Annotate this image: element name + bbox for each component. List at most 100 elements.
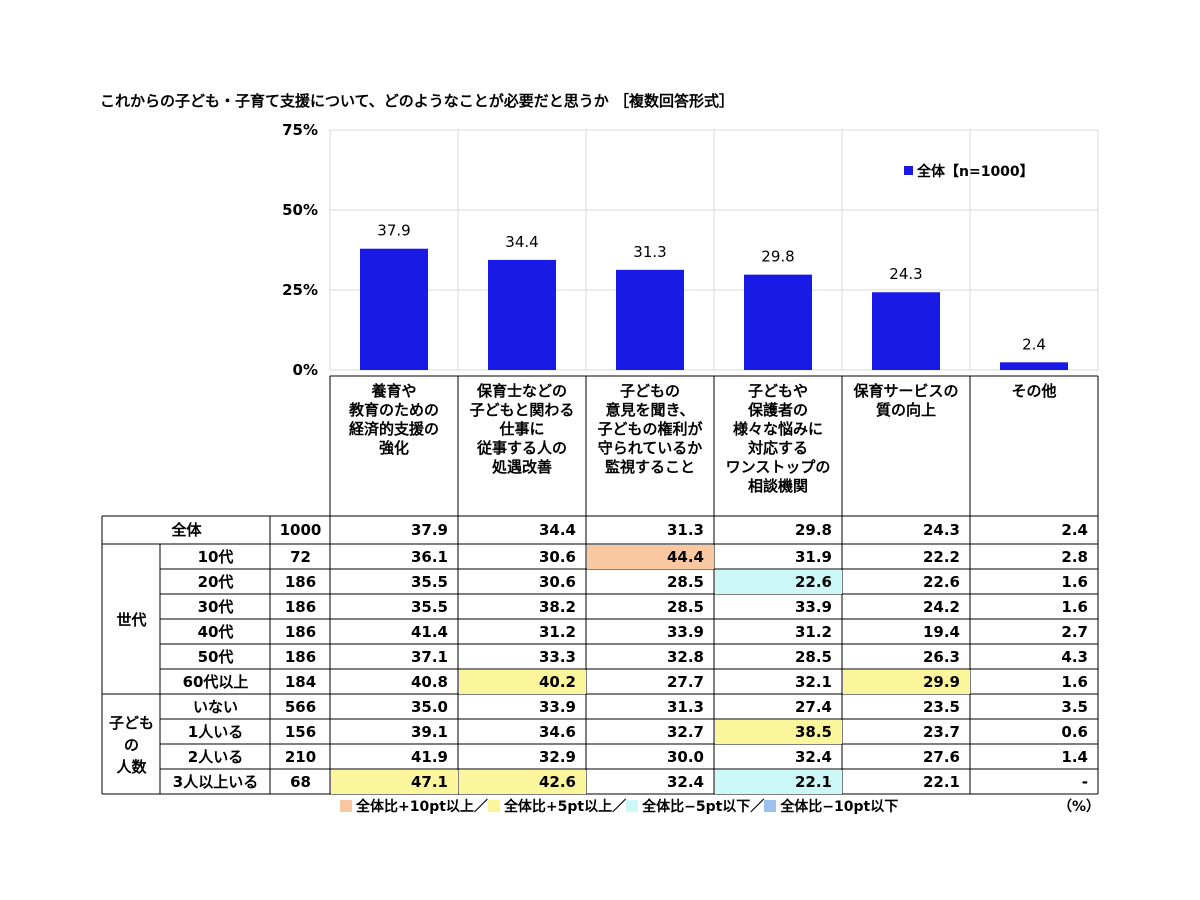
table-cell: 22.1 — [715, 770, 842, 794]
unit-label: （%） — [1057, 799, 1100, 815]
table-cell: 37.1 — [410, 648, 448, 666]
row-label: 50代 — [197, 648, 234, 666]
data-label: 29.8 — [761, 248, 794, 266]
table-cell: 35.5 — [410, 598, 448, 616]
table-cell: 22.6 — [922, 573, 960, 591]
row-label: 2人いる — [187, 748, 244, 766]
row-sample-size: 72 — [290, 548, 311, 566]
table-cell: 33.9 — [794, 598, 832, 616]
table-cell: 33.9 — [666, 623, 704, 641]
legend-label: 全体【n=1000】 — [916, 163, 1034, 180]
y-tick-label: 0% — [293, 361, 318, 379]
table-cell: 28.5 — [794, 648, 832, 666]
legend-swatch — [904, 166, 913, 175]
legend-swatch — [340, 800, 352, 812]
column-header: 子どもの 意見を聞き、 子どもの権利が 守られているか 監視すること — [597, 382, 703, 476]
table-cell: 33.9 — [538, 698, 576, 716]
row-label: 20代 — [197, 573, 234, 591]
row-sample-size: 186 — [284, 598, 317, 616]
group-label-children: 子どもの人数 — [108, 713, 154, 776]
legend-item-label: 全体比−5pt以下／ — [642, 799, 765, 815]
legend-item-label: 全体比−10pt以下 — [780, 799, 899, 815]
chart-title: これからの子ども・子育て支援について、どのようなことが必要だと思うか ［複数回答… — [100, 92, 735, 110]
table-cell: 32.8 — [666, 648, 704, 666]
row-sample-size: 566 — [284, 698, 317, 716]
table-cell: 24.3 — [922, 521, 960, 539]
row-label: 30代 — [197, 598, 234, 616]
table-cell: 29.8 — [794, 521, 832, 539]
table-cell: 0.6 — [1061, 723, 1088, 741]
column-header: 養育や 教育のための 経済的支援の 強化 — [348, 382, 439, 457]
table-cell: 31.2 — [538, 623, 576, 641]
row-sample-size: 184 — [284, 673, 317, 691]
table-cell: 1.6 — [1061, 573, 1088, 591]
row-sample-size: 1000 — [279, 521, 322, 539]
table-cell: 1.6 — [1061, 598, 1088, 616]
table-cell: 32.9 — [538, 748, 576, 766]
bar — [744, 274, 812, 370]
table-cell: 35.0 — [410, 698, 448, 716]
table-cell: 4.3 — [1061, 648, 1088, 666]
bar — [488, 259, 556, 370]
table-cell: 27.6 — [922, 748, 960, 766]
data-label: 2.4 — [1022, 335, 1046, 353]
table-cell: 41.9 — [410, 748, 448, 766]
bar — [872, 292, 940, 370]
y-tick-label: 25% — [282, 281, 318, 299]
column-header: 保育士などの 子どもと関わる 仕事に 従事する人の 処遇改善 — [469, 382, 575, 476]
table-cell: 38.5 — [715, 720, 842, 744]
table-cell: 39.1 — [410, 723, 448, 741]
data-label: 37.9 — [377, 222, 410, 240]
row-label: 3人以上いる — [172, 773, 259, 791]
table-cell: 31.3 — [666, 521, 704, 539]
column-header: その他 — [1011, 382, 1057, 400]
data-label: 24.3 — [889, 265, 922, 283]
highlight-legend: 全体比+10pt以上／ 全体比+5pt以上／ 全体比−5pt以下／ 全体比−10pt以… — [340, 796, 898, 816]
table-cell: 32.4 — [794, 748, 832, 766]
legend-swatch — [487, 800, 500, 812]
data-label: 31.3 — [633, 243, 666, 261]
table-cell: 31.3 — [666, 698, 704, 716]
table-cell: - — [1081, 773, 1088, 791]
table-cell: 19.4 — [922, 623, 960, 641]
y-tick-label: 75% — [282, 121, 318, 139]
table-cell: 3.5 — [1061, 698, 1088, 716]
table-cell: 27.7 — [666, 673, 704, 691]
table-cell: 38.2 — [538, 598, 576, 616]
table-cell: 1.6 — [1061, 673, 1088, 691]
table-cell: 32.4 — [666, 773, 704, 791]
table-cell: 30.6 — [538, 548, 576, 566]
table-cell: 32.1 — [794, 673, 832, 691]
table-cell: 22.6 — [715, 570, 842, 594]
row-label: 40代 — [197, 623, 234, 641]
table-cell: 1.4 — [1061, 748, 1088, 766]
table-cell: 22.1 — [922, 773, 960, 791]
row-sample-size: 210 — [284, 748, 317, 766]
table-cell: 30.6 — [538, 573, 576, 591]
legend-swatch — [626, 800, 639, 812]
table-cell: 40.8 — [410, 673, 448, 691]
legend-swatch — [764, 800, 777, 812]
table-cell: 31.9 — [794, 548, 832, 566]
table-cell: 27.4 — [794, 698, 832, 716]
table-cell: 34.4 — [538, 521, 576, 539]
legend-item-label: 全体比+5pt以上／ — [503, 799, 627, 815]
row-sample-size: 186 — [284, 623, 317, 641]
table-cell: 37.9 — [410, 521, 448, 539]
row-label: 60代以上 — [182, 673, 249, 691]
data-label: 34.4 — [505, 233, 538, 251]
table-cell: 34.6 — [538, 723, 576, 741]
table-cell: 42.6 — [459, 770, 586, 794]
table-cell: 47.1 — [331, 770, 458, 794]
column-header: 子どもや 保護者の 様々な悩みに 対応する ワンストップの 相談機関 — [725, 382, 831, 495]
table-cell: 28.5 — [666, 573, 704, 591]
table-cell: 41.4 — [410, 623, 448, 641]
table-cell: 29.9 — [843, 670, 970, 694]
row-label: 10代 — [197, 548, 234, 566]
table-cell: 22.2 — [922, 548, 960, 566]
table-cell: 28.5 — [666, 598, 704, 616]
table-cell: 2.8 — [1061, 548, 1088, 566]
row-label: 1人いる — [187, 723, 244, 741]
row-label: いない — [192, 698, 238, 716]
